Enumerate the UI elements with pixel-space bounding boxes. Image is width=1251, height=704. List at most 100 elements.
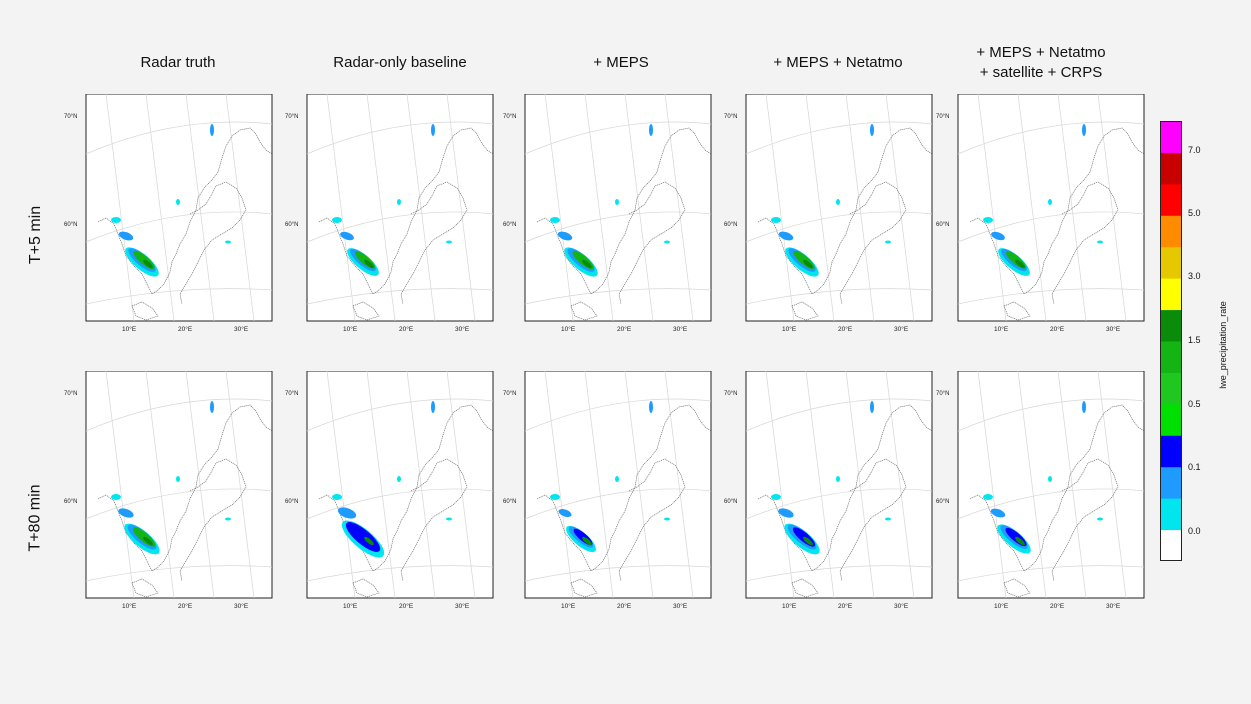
lat-label: 70°N [936, 391, 949, 397]
map-svg: 70°N 60°N 10°E 20°E 30°E [64, 371, 273, 610]
coastline [969, 404, 1145, 598]
lon-label: 10°E [561, 325, 576, 333]
graticule [957, 371, 1145, 599]
lat-label: 70°N [285, 391, 298, 397]
map-frame [745, 371, 933, 599]
colorbar-tick-label: 0.0 [1188, 526, 1201, 536]
graticule [745, 371, 933, 599]
map-svg: 70°N 60°N 10°E 20°E 30°E [285, 371, 494, 610]
lon-label: 10°E [122, 325, 137, 333]
precipitation-field [111, 401, 231, 555]
lon-label: 20°E [399, 325, 414, 333]
graticule [957, 94, 1145, 322]
lat-label: 70°N [64, 114, 77, 120]
map-svg: 70°N 60°N 10°E 20°E 30°E [936, 94, 1145, 333]
lon-label: 30°E [455, 602, 470, 610]
map-frame [524, 94, 712, 322]
precipitation-field [983, 124, 1103, 276]
graticule [745, 94, 933, 322]
colorbar-tick-label: 3.0 [1188, 271, 1201, 281]
lon-label: 20°E [178, 325, 193, 333]
lat-label: 60°N [64, 499, 77, 505]
precipitation-field [550, 401, 670, 553]
colorbar-segment [1160, 341, 1182, 373]
lat-label: 70°N [503, 391, 516, 397]
coastline [318, 127, 494, 321]
lat-label: 60°N [724, 222, 737, 228]
colorbar-segment [1160, 183, 1182, 216]
map-panel: 70°N 60°N 10°E 20°E 30°E [283, 371, 495, 618]
colorbar-tick-label: 7.0 [1188, 145, 1201, 155]
precipitation-field [983, 401, 1103, 554]
lat-label: 60°N [936, 222, 949, 228]
colorbar-tick-label: 0.5 [1188, 399, 1201, 409]
map-svg: 70°N 60°N 10°E 20°E 30°E [724, 94, 933, 333]
lon-label: 10°E [994, 602, 1009, 610]
map-panel: 70°N 60°N 10°E 20°E 30°E [62, 371, 274, 618]
column-title: + MEPS + Netatmo + satellite + CRPS [976, 44, 1106, 81]
lon-label: 30°E [234, 602, 249, 610]
lat-label: 60°N [503, 222, 516, 228]
colorbar-segment [1160, 372, 1182, 405]
lon-label: 10°E [994, 325, 1009, 333]
graticule [306, 94, 494, 322]
lat-label: 60°N [724, 499, 737, 505]
lon-label: 20°E [1050, 325, 1065, 333]
lon-label: 20°E [178, 602, 193, 610]
colorbar-segment [1160, 152, 1182, 185]
coastline [536, 404, 712, 598]
lat-label: 60°N [503, 499, 516, 505]
row-title: T+80 min [16, 458, 56, 578]
colorbar-title-text: lwe_precipitation_rate [1218, 301, 1228, 389]
colorbar-segment [1160, 309, 1182, 342]
map-svg: 70°N 60°N 10°E 20°E 30°E [503, 371, 712, 610]
coastline [318, 404, 494, 598]
colorbar-segment [1160, 435, 1182, 468]
map-frame [524, 371, 712, 599]
lat-label: 70°N [503, 114, 516, 120]
precipitation-field [550, 124, 670, 277]
map-svg: 70°N 60°N 10°E 20°E 30°E [936, 371, 1145, 610]
coastline [536, 127, 712, 321]
map-frame [85, 94, 273, 322]
lat-label: 70°N [64, 391, 77, 397]
lat-label: 70°N [724, 391, 737, 397]
lon-label: 30°E [455, 325, 470, 333]
colorbar-svg [1160, 121, 1182, 562]
column-title: Radar truth [140, 54, 216, 71]
colorbar-segment [1160, 121, 1182, 153]
map-svg: 70°N 60°N 10°E 20°E 30°E [64, 94, 273, 333]
map-svg: 70°N 60°N 10°E 20°E 30°E [503, 94, 712, 333]
coastline [969, 127, 1145, 321]
map-panel: 70°N 60°N 10°E 20°E 30°E [722, 371, 934, 618]
map-frame [306, 94, 494, 322]
lon-label: 10°E [782, 325, 797, 333]
lon-label: 10°E [343, 602, 358, 610]
map-svg: 70°N 60°N 10°E 20°E 30°E [724, 371, 933, 610]
lon-label: 30°E [673, 325, 688, 333]
colorbar-segment [1160, 466, 1182, 499]
lon-label: 10°E [343, 325, 358, 333]
lon-label: 20°E [399, 602, 414, 610]
map-panel: 70°N 60°N 10°E 20°E 30°E [501, 371, 713, 618]
lat-label: 60°N [936, 499, 949, 505]
column-title: + MEPS + Netatmo [773, 54, 903, 71]
map-panel: 70°N 60°N 10°E 20°E 30°E [934, 371, 1146, 618]
lon-label: 10°E [782, 602, 797, 610]
coastline [757, 404, 933, 598]
lat-label: 60°N [285, 222, 298, 228]
coastline [97, 404, 273, 598]
colorbar-segment [1160, 498, 1182, 531]
lon-label: 30°E [894, 325, 909, 333]
lon-label: 10°E [122, 602, 137, 610]
lon-label: 30°E [673, 602, 688, 610]
map-panel: 70°N 60°N 10°E 20°E 30°E [934, 94, 1146, 341]
colorbar-tick-label: 0.1 [1188, 462, 1201, 472]
lon-label: 30°E [234, 325, 249, 333]
lon-label: 30°E [1106, 602, 1121, 610]
map-frame [957, 371, 1145, 599]
lon-label: 20°E [617, 325, 632, 333]
graticule [306, 371, 494, 599]
row-title-text: T+5 min [27, 205, 44, 265]
row-title-text: T+80 min [27, 484, 45, 552]
